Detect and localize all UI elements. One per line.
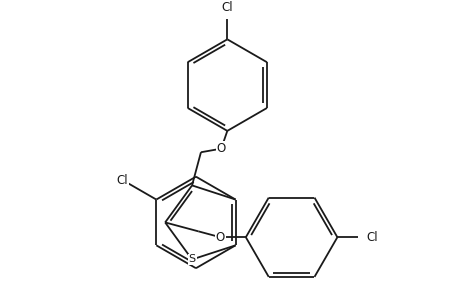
Text: Cl: Cl [221, 1, 233, 14]
Text: S: S [188, 254, 195, 265]
Text: Cl: Cl [365, 231, 377, 244]
Text: O: O [215, 231, 224, 244]
Text: O: O [216, 142, 225, 155]
Text: Cl: Cl [117, 174, 128, 187]
